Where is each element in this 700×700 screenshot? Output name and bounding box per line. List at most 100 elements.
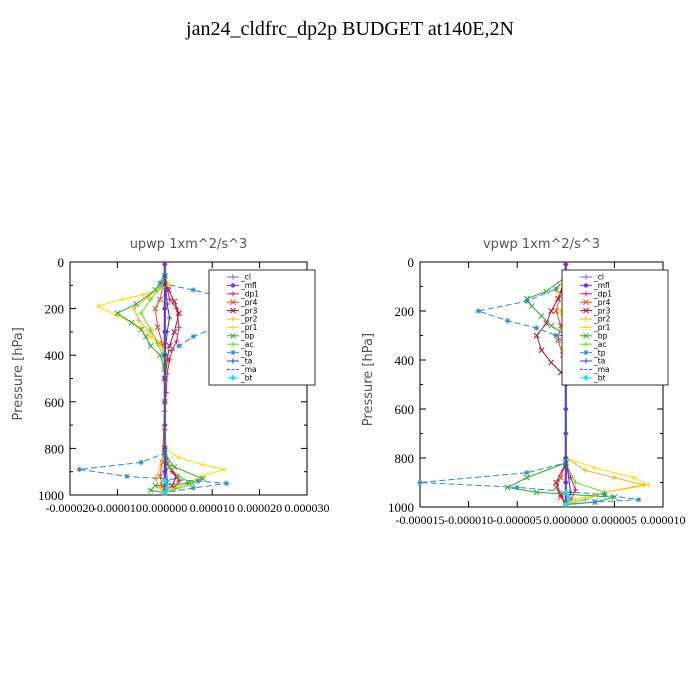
legend-entry: _ac	[593, 340, 606, 349]
legend-marker	[230, 332, 236, 339]
data-point	[523, 474, 530, 481]
x-tick-label: -0.000015	[396, 513, 445, 527]
data-point	[152, 305, 159, 312]
data-point	[176, 324, 182, 330]
y-tick-label: 400	[395, 353, 415, 368]
legend-entry: _bp	[240, 332, 255, 341]
data-point	[157, 280, 163, 286]
data-point	[174, 338, 180, 344]
data-point	[553, 308, 560, 314]
data-point	[147, 333, 154, 340]
y-tick-label: 200	[45, 302, 65, 317]
legend-marker	[230, 299, 236, 306]
data-point	[553, 286, 559, 292]
data-point	[147, 342, 154, 349]
data-point	[533, 489, 540, 496]
chart-panel-1: upwp 1xm^2/s^3 Pressure [hPa] 0 200 400 600 80…	[11, 237, 330, 515]
data-point	[548, 308, 555, 314]
y-tick-label: 400	[45, 348, 65, 363]
y-tick-label: 1000	[388, 500, 414, 515]
legend-entry: _pr3	[240, 306, 258, 315]
data-point	[152, 482, 159, 489]
legend-entry: _bt	[593, 374, 606, 383]
chart-panel-2: vpwp 1xm^2/s^3 Pressure [hPa] 0 200 400 600 80…	[361, 237, 686, 527]
data-point	[166, 315, 173, 321]
data-point	[157, 296, 164, 303]
data-point	[136, 317, 142, 323]
data-point	[572, 497, 579, 503]
legend-entry: _pr3	[593, 306, 611, 315]
x-tick-label: -0.000010	[93, 501, 142, 515]
legend-marker	[583, 350, 589, 356]
data-point	[157, 285, 163, 291]
data-point	[533, 332, 540, 339]
data-point	[645, 482, 652, 488]
data-point	[200, 462, 206, 468]
data-point	[514, 484, 520, 490]
series-bp	[114, 273, 206, 496]
data-point	[161, 478, 168, 485]
data-point	[582, 497, 588, 503]
data-point	[176, 310, 182, 317]
legend-entry: _cl	[593, 273, 604, 282]
x-tick-label: -0.000010	[444, 513, 493, 527]
legend-entry: _ac	[240, 340, 253, 349]
data-point	[640, 482, 647, 488]
x-tick-label: 0.000020	[237, 501, 282, 515]
legend-entry: _ta	[593, 357, 605, 366]
legend-entry: _pr4	[240, 298, 258, 307]
data-point	[147, 487, 154, 494]
data-point	[168, 482, 175, 489]
x-tick-label: 0.000010	[641, 513, 686, 527]
x-tick-label: 0.000000	[142, 501, 187, 515]
data-point	[548, 359, 555, 366]
data-point	[166, 464, 173, 470]
data-point	[565, 496, 572, 503]
data-point	[524, 470, 530, 476]
data-point	[142, 333, 149, 340]
data-point	[119, 296, 125, 302]
data-point	[164, 301, 170, 307]
series-line	[419, 276, 639, 506]
data-point	[223, 480, 230, 486]
data-point	[636, 497, 642, 503]
legend-entry: _cl	[240, 273, 251, 282]
data-point	[562, 501, 569, 508]
data-point	[171, 464, 178, 470]
data-point	[504, 318, 511, 324]
data-point	[138, 326, 145, 333]
legend-marker	[230, 358, 236, 364]
data-point	[176, 343, 182, 349]
data-point	[164, 485, 171, 492]
legend-entry: _pr1	[593, 323, 611, 332]
y-tick-label: 0	[408, 255, 415, 270]
legend-entry: _pr2	[240, 315, 258, 324]
legend-marker	[230, 316, 236, 322]
y-tick-label: 800	[395, 451, 415, 466]
legend-entry: _ma	[593, 365, 610, 374]
legend-marker	[230, 283, 236, 288]
data-point	[158, 464, 164, 470]
data-point	[133, 300, 140, 307]
data-point	[592, 499, 598, 505]
data-point	[631, 475, 637, 481]
series-bt	[562, 489, 572, 508]
data-point	[572, 487, 579, 493]
data-point	[95, 303, 102, 309]
data-point	[475, 308, 481, 314]
legend-marker	[230, 350, 236, 356]
data-point	[147, 326, 154, 333]
legend-entry: _dp1	[240, 290, 259, 299]
legend-marker	[583, 341, 589, 347]
legend-entry: _tp	[240, 348, 253, 357]
legend-marker	[230, 324, 236, 330]
data-point	[166, 342, 173, 349]
data-point	[176, 485, 182, 491]
data-point	[147, 296, 154, 302]
x-tick-label: 0.000005	[592, 513, 637, 527]
series-pr2	[131, 273, 168, 496]
legend-marker	[230, 307, 236, 314]
x-tick-label: 0.000030	[285, 501, 330, 515]
data-point	[164, 329, 170, 335]
data-point	[553, 332, 559, 339]
